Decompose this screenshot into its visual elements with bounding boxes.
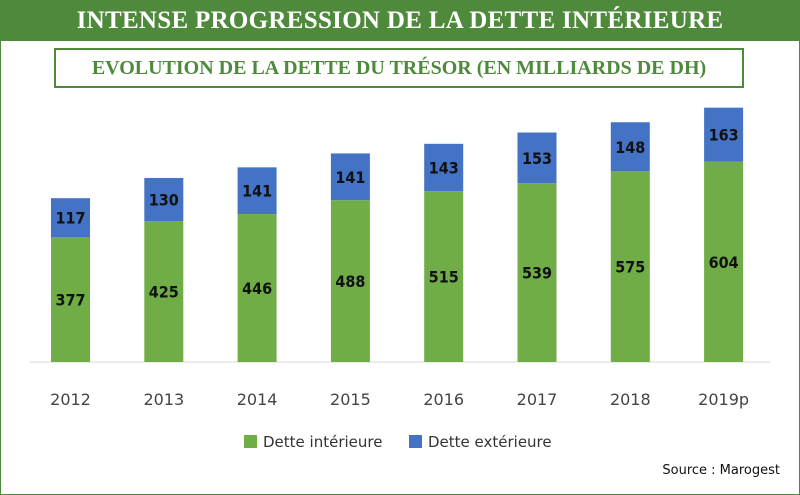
data-label-exterieure-2017: 153 [522, 149, 552, 168]
x-tick-label-2012: 2012 [50, 390, 91, 409]
data-label-exterieure-2014: 141 [242, 182, 272, 201]
bar-exterieure-2012 [51, 198, 90, 237]
legend-label-interieure: Dette intérieure [263, 433, 382, 451]
bars-group: 377 117 425 130 446 141 488 141 515 143 539 153 575 1… [51, 107, 744, 362]
x-tick-label-2015: 2015 [330, 390, 371, 409]
data-label-interieure-2013: 425 [149, 283, 179, 302]
data-label-interieure-2018: 575 [615, 258, 645, 277]
bar-exterieure-2014 [237, 167, 277, 215]
x-tick-label-2018: 2018 [610, 390, 651, 409]
data-label-interieure-2016: 515 [429, 268, 459, 287]
data-label-exterieure-2012: 117 [55, 209, 85, 228]
data-label-exterieure-2019p: 163 [709, 126, 739, 145]
bar-interieure-2012 [51, 236, 90, 362]
bar-exterieure-2015 [330, 153, 370, 201]
bar-interieure-2014 [237, 214, 277, 362]
data-label-interieure-2014: 446 [242, 279, 272, 298]
x-tick-label-2016: 2016 [423, 390, 464, 409]
bar-exterieure-2016 [424, 143, 464, 192]
page-title: INTENSE PROGRESSION DE LA DETTE INTÉRIEU… [1, 1, 799, 41]
x-tick-labels: 2012 2013 2014 2015 2016 2017 2018 2019p [50, 390, 749, 409]
data-label-exterieure-2016: 143 [429, 159, 459, 178]
legend-label-exterieure: Dette extérieure [428, 433, 552, 451]
data-label-exterieure-2015: 141 [335, 168, 365, 187]
bar-interieure-2015 [330, 200, 370, 362]
data-label-interieure-2019p: 604 [709, 253, 739, 272]
data-label-interieure-2012: 377 [55, 290, 85, 309]
legend-swatch-interieure [244, 435, 257, 448]
x-tick-label-2017: 2017 [517, 390, 558, 409]
bar-exterieure-2019p [704, 107, 744, 162]
x-tick-label-2014: 2014 [237, 390, 278, 409]
legend: Dette intérieure Dette extérieure [244, 433, 552, 451]
data-label-exterieure-2018: 148 [615, 138, 645, 157]
bar-interieure-2017 [517, 183, 557, 362]
legend-swatch-exterieure [409, 435, 422, 448]
chart-subtitle: EVOLUTION DE LA DETTE DU TRÉSOR (EN MILL… [54, 48, 744, 88]
data-label-interieure-2017: 539 [522, 264, 552, 283]
data-label-interieure-2015: 488 [335, 272, 365, 291]
bar-exterieure-2018 [610, 122, 650, 172]
bar-exterieure-2013 [144, 177, 184, 222]
bar-interieure-2019p [704, 161, 744, 362]
source-note: Source : Marogest [662, 463, 780, 478]
x-tick-label-2019p: 2019p [698, 390, 749, 409]
bar-interieure-2016 [424, 191, 464, 362]
x-tick-label-2013: 2013 [143, 390, 184, 409]
data-label-exterieure-2013: 130 [149, 191, 179, 210]
bar-interieure-2018 [610, 171, 650, 362]
bar-interieure-2013 [144, 221, 184, 362]
bar-exterieure-2017 [517, 132, 557, 184]
